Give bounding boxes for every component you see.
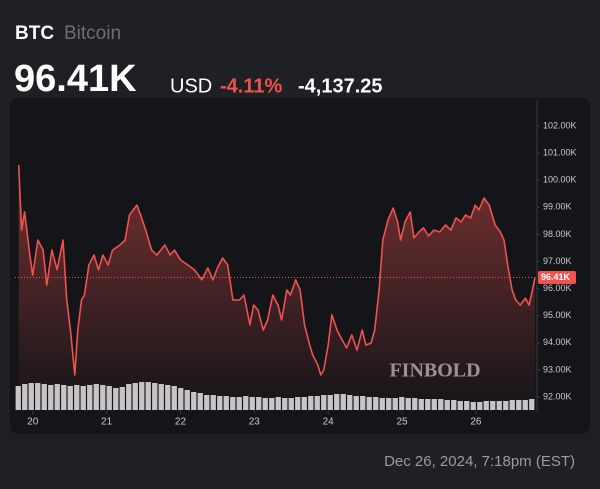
last-price-box [538,270,576,284]
price: 96.41K [14,58,137,100]
x-tick-label: 24 [323,417,335,428]
y-tick-label: 92.00K [543,391,572,401]
x-tick-label: 20 [27,417,39,428]
y-tick-label: 96.00K [543,283,572,293]
last-price-label: 96.41K [541,272,571,282]
x-tick-label: 23 [249,417,261,428]
x-tick-label: 22 [175,417,187,428]
x-tick-label: 21 [101,417,113,428]
timestamp: Dec 26, 2024, 7:18pm (EST) [384,453,575,470]
volume-bar [15,386,21,410]
y-tick-label: 101.00K [543,147,577,157]
change-percent: -4.11% [220,75,282,97]
x-tick-label: 25 [396,417,408,428]
change: -4,137.25 [298,75,383,97]
currency: USD [170,75,212,97]
area [18,165,535,410]
y-tick-label: 102.00K [543,120,577,130]
y-tick-label: 94.00K [543,337,572,347]
y-tick-label: 99.00K [543,202,572,212]
y-tick-label: 100.00K [543,175,577,185]
y-tick-label: 98.00K [543,229,572,239]
y-tick-label: 93.00K [543,364,572,374]
y-tick-label: 97.00K [543,256,572,266]
x-tick-label: 26 [470,417,482,428]
asset-name: Bitcoin [64,23,121,44]
y-tick-label: 95.00K [543,310,572,320]
symbol: BTC [15,23,54,44]
price-line [17,164,536,376]
